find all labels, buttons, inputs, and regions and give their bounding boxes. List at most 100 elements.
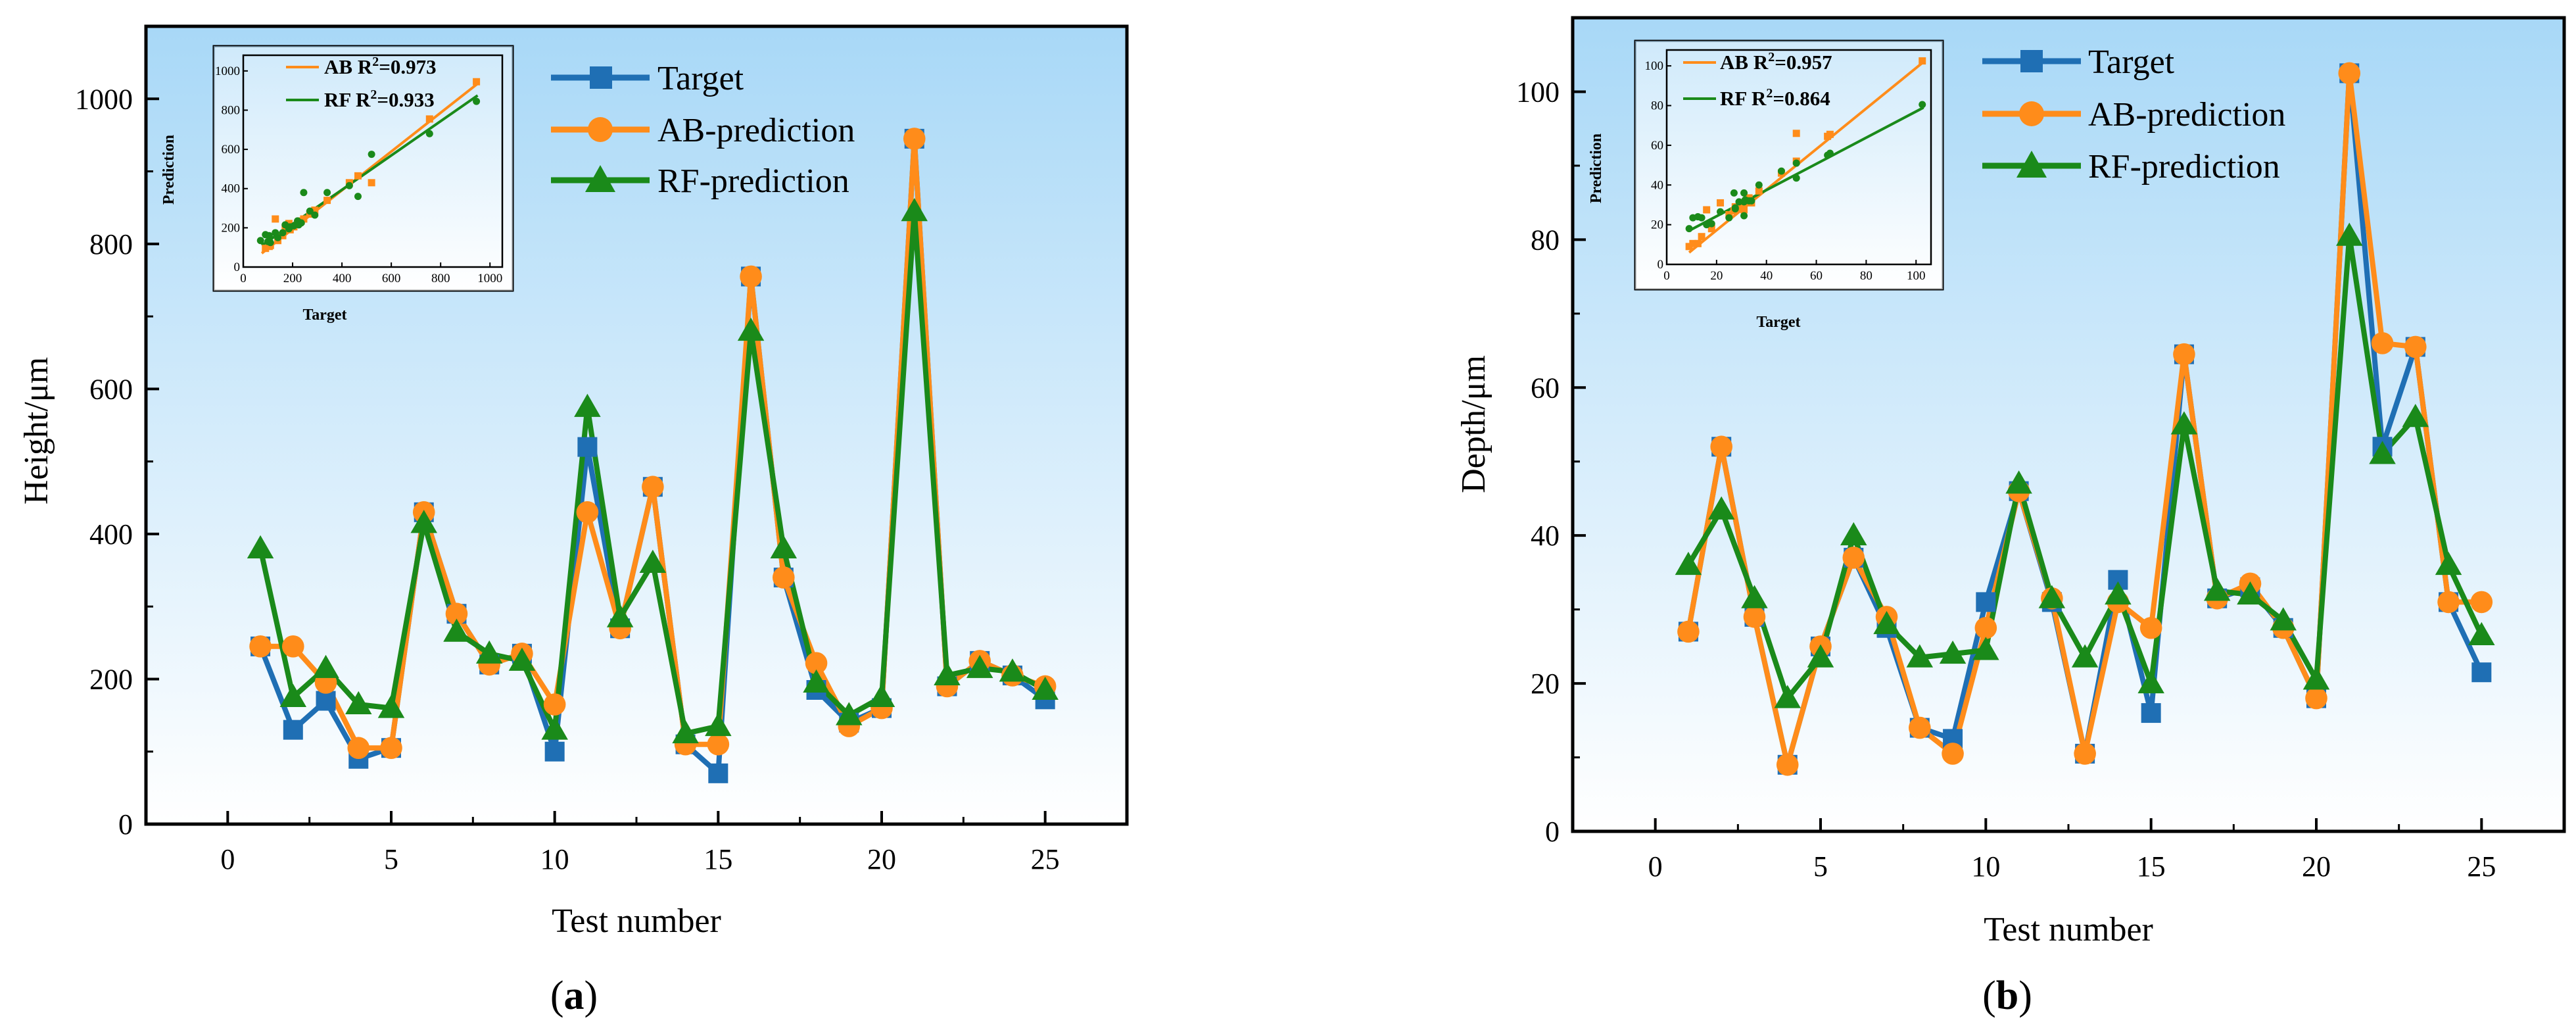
- panel-b-inset-points: [1685, 57, 1926, 254]
- panel-a-inset-rf-point: [311, 211, 319, 219]
- panel-b-ab-point: [2305, 687, 2327, 710]
- panel-b-inset-rf-fit-line: [1688, 106, 1924, 232]
- panel-b-target-point: [2471, 662, 2492, 683]
- panel-b-ab-point: [1710, 435, 1732, 458]
- panel-b-rf-point: [2071, 644, 2099, 668]
- panel-b-inset-ab-point: [1694, 239, 1702, 247]
- panel-a-ab-point: [576, 501, 599, 524]
- panel-a-caption-letter: a: [564, 973, 584, 1018]
- panel-a-inset-ab-point: [323, 197, 331, 205]
- panel-a-target-point: [316, 691, 336, 711]
- panel-a-inset-y-tick-label: 1000: [215, 64, 240, 78]
- panel-b-rf-point: [2302, 666, 2330, 690]
- panel-b-chart: 0 5 10 15 20 25 0 20 40 60 80 100 Test number Dept…: [1455, 16, 2566, 1018]
- panel-a-chart: 0 5 10 15 20 25 0 200 400 600 800 1000 Test number…: [18, 24, 1129, 1018]
- panel-b-rf-point: [2203, 577, 2231, 601]
- panel-b-inset-ab-point: [1792, 130, 1800, 137]
- panel-b-ab-point: [2074, 743, 2096, 765]
- panel-a-inset-rf-point: [345, 182, 353, 189]
- panel-a-inset-rf-point: [473, 97, 481, 105]
- panel-b-ab-point: [1677, 620, 1700, 643]
- panel-b-ab-point: [2173, 343, 2195, 366]
- panel-a-inset-y-tick-label: 600: [222, 143, 241, 157]
- legend-b-rf-label: RF-prediction: [2088, 148, 2280, 185]
- panel-a-rf-point: [541, 716, 568, 740]
- panel-a-ab-point: [773, 566, 795, 589]
- panel-a-inset-x-tick-label: 400: [333, 272, 352, 285]
- panel-b-inset-x-tick-label: 40: [1760, 269, 1773, 283]
- panel-b-rf-point: [2137, 670, 2164, 694]
- panel-b-ab-point: [1776, 753, 1799, 776]
- panel-b-rf-point: [1807, 644, 1834, 668]
- panel-a-rf-point: [606, 604, 634, 627]
- panel-a-rf-point: [737, 317, 765, 341]
- panel-a-ab-point: [805, 652, 828, 674]
- legend-b-target-marker: [2020, 50, 2043, 72]
- panel-a-inset-ab-point: [354, 172, 362, 180]
- panel-a-series: [247, 128, 1059, 783]
- panel-a-x-tick-label: 10: [540, 843, 569, 875]
- inset-a-ab-r2: AB R2=0.973: [324, 55, 437, 78]
- legend-ab-marker: [588, 117, 613, 142]
- panel-a-rf-point: [836, 702, 863, 725]
- panel-b-inset-ab-point: [1707, 225, 1715, 233]
- panel-b-ab-point: [1743, 606, 1766, 628]
- panel-b-inset-rf-point: [1731, 204, 1739, 212]
- panel-b-inset-ab-point: [1919, 57, 1926, 65]
- panel-b-inset-rf-point: [1730, 189, 1738, 197]
- panel-a-inset-x-tick-label: 800: [431, 272, 450, 285]
- inset-b-ab-r2: AB R2=0.957: [1720, 50, 1832, 74]
- panel-a-inset-x-tick-label: 1000: [477, 272, 502, 285]
- panel-a-x-tick-label: 25: [1031, 843, 1060, 875]
- panel-a-y-tick-label: 0: [118, 808, 133, 841]
- panel-b-ab-point: [1942, 743, 1964, 765]
- legend-target-label: Target: [657, 60, 744, 97]
- panel-b-inset-x-tick-label: 60: [1810, 269, 1823, 283]
- panel-b-rf-point: [2468, 622, 2495, 645]
- panel-a-rf-point: [1032, 676, 1059, 700]
- panel-b-rf-point: [2005, 470, 2032, 494]
- panel-b-inset-x-tick-label: 20: [1710, 269, 1723, 283]
- panel-b-ab-point: [1909, 716, 1931, 739]
- panel-b-inset-ab-point: [1826, 130, 1834, 138]
- panel-a-inset-ab-point: [368, 179, 375, 187]
- panel-a-inset-rf-point: [354, 193, 362, 201]
- panel-b-inset-y-tick-label: 80: [1651, 99, 1663, 113]
- panel-b-inset-axes: 0 20 40 60 80 100 0 20 40 60 80 100: [1645, 49, 1932, 283]
- panel-b-inset-x-tick-label: 0: [1663, 269, 1670, 283]
- panel-a-inset-rf-point: [300, 189, 308, 197]
- panel-a-rf-point: [803, 669, 830, 693]
- panel-a-ab-point: [903, 128, 926, 150]
- panel-b-ab-point: [2139, 616, 2162, 639]
- panel-b-rf-point: [1906, 644, 1934, 668]
- inset-b-x-label: Target: [1756, 314, 1800, 331]
- panel-a-ab-point: [380, 737, 402, 760]
- panel-a-inset-rf-point: [279, 229, 287, 237]
- panel-a-target-point: [708, 763, 728, 783]
- panel-a-ab-point: [445, 602, 468, 625]
- panel-b-inset-x-tick-label: 80: [1860, 269, 1872, 283]
- panel-b-x-tick-label: 15: [2137, 850, 2166, 883]
- legend-b-rf-marker: [2016, 151, 2047, 178]
- panel-a-x-tick-label: 5: [384, 843, 398, 875]
- legend-b-target-label: Target: [2088, 43, 2175, 81]
- panel-b-rf-point: [1741, 585, 1768, 608]
- panel-b-ab-point: [2371, 332, 2394, 355]
- panel-a-inset: 0 200 400 600 800 1000 0 200 400 600 800 1000 AB R2…: [160, 45, 514, 324]
- panel-a-rf-point: [770, 535, 798, 558]
- panel-a-inset-axes: 0 200 400 600 800 1000 0 200 400 600 800 1000: [215, 54, 504, 285]
- panel-b-inset-rf-point: [1740, 212, 1748, 220]
- panel-b-inset-ab-point: [1698, 233, 1705, 241]
- panel-b-x-tick-label: 25: [2467, 850, 2496, 883]
- panel-a-inset-y-tick-label: 800: [222, 103, 241, 117]
- panel-a-inset-y-tick-label: 400: [222, 182, 241, 196]
- panel-b-caption: (b): [1982, 973, 2032, 1018]
- panel-b-x-tick-labels: 0 5 10 15 20 25: [1648, 850, 2496, 883]
- legend-rf-label: RF-prediction: [657, 162, 849, 200]
- panel-b-inset-x-tick-label: 100: [1907, 269, 1926, 283]
- panel-a-rf-point: [901, 197, 928, 222]
- panel-b-legend: Target AB-prediction RF-prediction: [1982, 43, 2285, 185]
- inset-b-rf-r2: RF R2=0.864: [1720, 86, 1830, 110]
- panel-b-inset-rf-point: [1725, 214, 1733, 222]
- panel-b-y-axis-label: Depth/μm: [1455, 355, 1492, 493]
